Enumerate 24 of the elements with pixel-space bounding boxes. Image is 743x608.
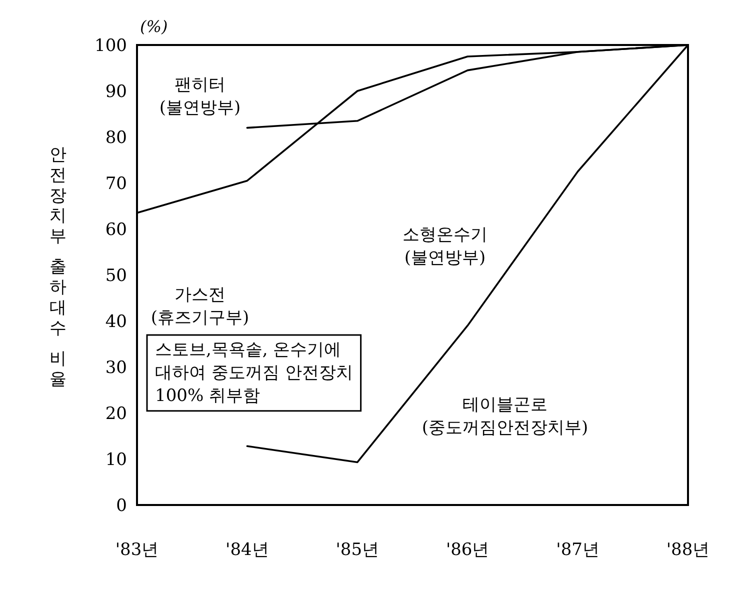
annotation: 가스전 (휴즈기구부): [150, 285, 250, 328]
x-tick-label: '87년: [556, 540, 600, 560]
text: (%): [140, 17, 168, 36]
y-tick-label: 30: [105, 358, 127, 378]
text: 안전장치부 출하대수 비율: [50, 145, 66, 390]
x-tick-label: '88년: [666, 540, 710, 560]
y-tick-label: 40: [105, 312, 127, 332]
annotation: 테이블곤로 (중도꺼짐안전장치부): [422, 395, 588, 438]
y-tick-label: 80: [105, 128, 127, 148]
x-tick-label: '83년: [115, 540, 159, 560]
y-tick-label: 70: [105, 174, 127, 194]
annotation: 스토브,목욕솥, 온수기에 대하여 중도꺼짐 안전장치 100% 취부함: [155, 340, 353, 406]
annotation: 팬히터 (불연방부): [159, 75, 241, 118]
y-tick-label: 100: [94, 36, 127, 56]
annotation: 소형온수기 (불연방부): [402, 225, 488, 268]
y-tick-label: 0: [116, 496, 127, 516]
y-tick-label: 50: [105, 266, 127, 286]
y-tick-label: 90: [105, 82, 127, 102]
x-tick-label: '85년: [336, 540, 380, 560]
x-tick-label: '84년: [226, 540, 269, 560]
y-tick-label: 10: [105, 450, 127, 470]
y-tick-label: 20: [105, 404, 127, 424]
y-tick-label: 60: [105, 220, 127, 240]
x-tick-label: '86년: [446, 540, 490, 560]
